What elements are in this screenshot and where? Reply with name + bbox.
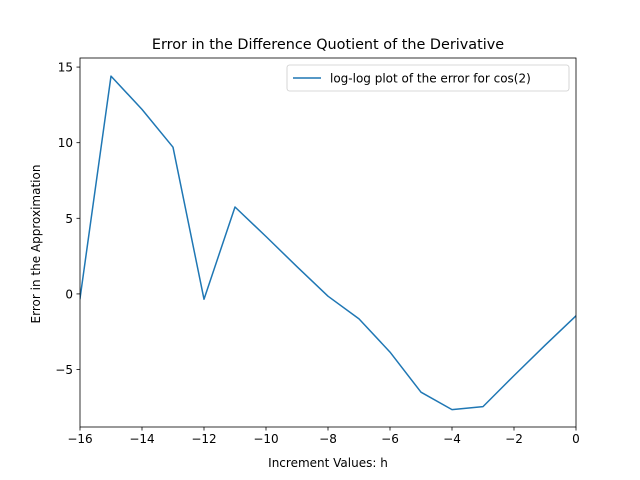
x-tick-label: −4	[443, 432, 461, 446]
y-tick-label: 10	[58, 136, 73, 150]
x-tick-label: −6	[381, 432, 399, 446]
series-line	[80, 75, 576, 411]
y-axis-label: Error in the Approximation	[29, 165, 43, 324]
x-tick-label: 0	[572, 432, 580, 446]
y-tick-label: 0	[65, 287, 73, 301]
chart-title: Error in the Difference Quotient of the …	[152, 37, 504, 53]
x-tick-label: −10	[253, 432, 278, 446]
x-tick-label: −8	[319, 432, 337, 446]
x-tick-label: −2	[505, 432, 523, 446]
x-tick-label: −12	[191, 432, 216, 446]
y-tick-label: 5	[65, 212, 73, 226]
legend-label: log-log plot of the error for cos(2)	[330, 72, 531, 86]
y-tick-label: 15	[58, 61, 73, 75]
axes-frame	[79, 57, 577, 428]
x-tick-label: −16	[67, 432, 92, 446]
y-tick-label: −5	[55, 363, 73, 377]
legend-box	[286, 64, 570, 92]
x-axis-label: Increment Values: h	[268, 456, 388, 470]
x-tick-label: −14	[129, 432, 154, 446]
plot-area: −16 −14 −12 −10 −8 −6 −4 −2 0 −5 0 5 10 15 log-log plo…	[55, 57, 580, 446]
